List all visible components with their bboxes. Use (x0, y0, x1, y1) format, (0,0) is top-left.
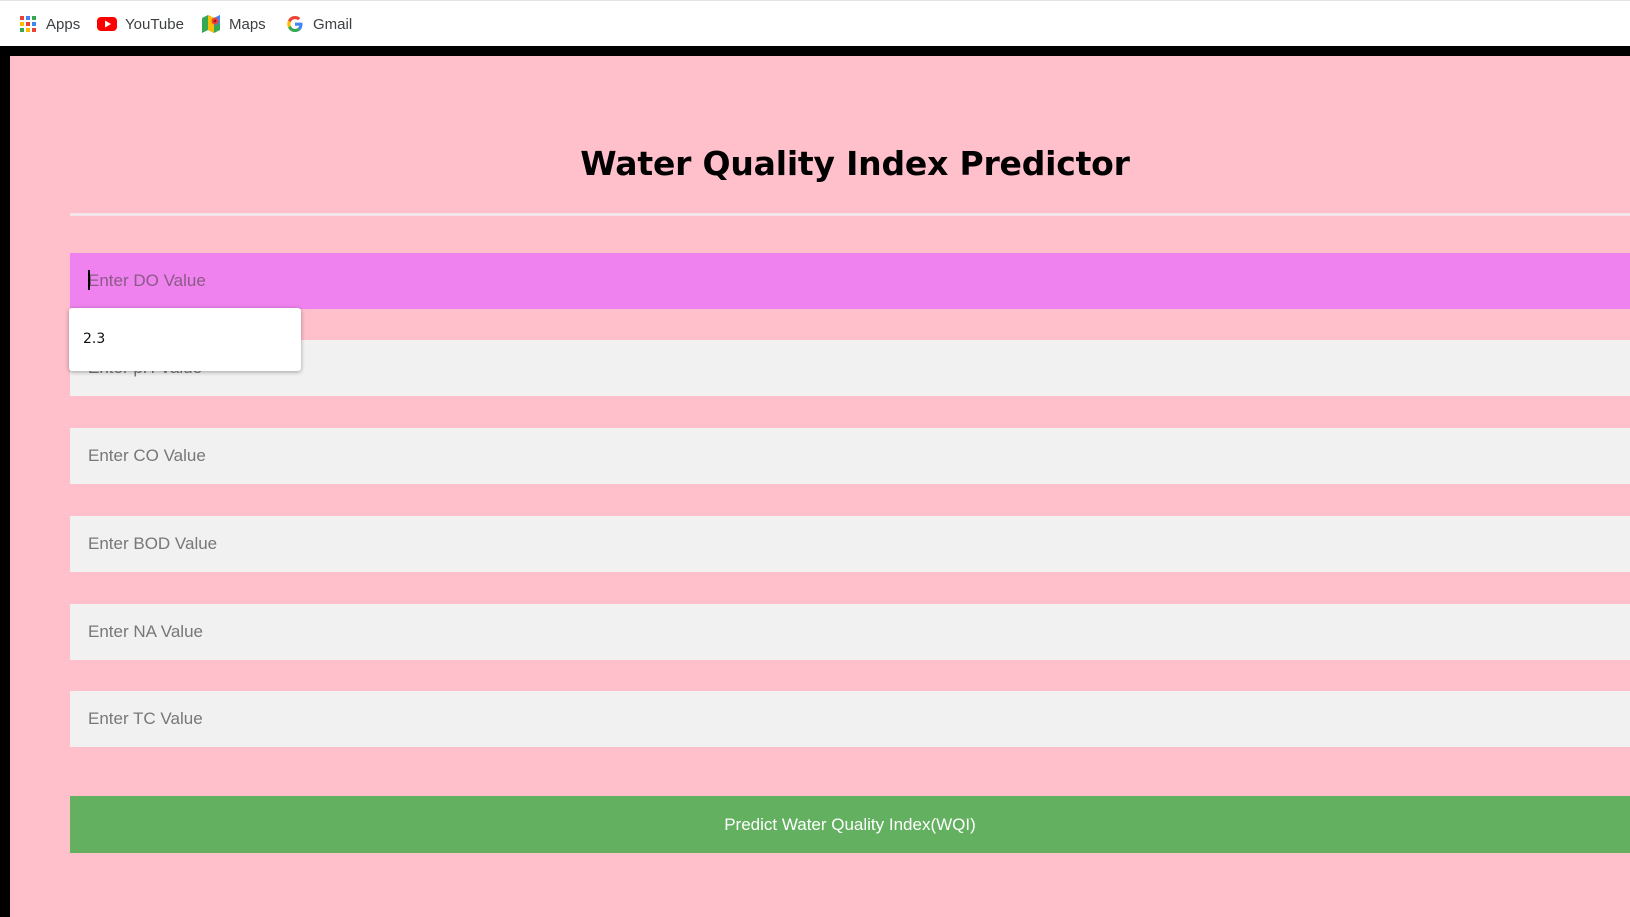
title-divider (70, 213, 1630, 216)
bookmarks-bar: Apps YouTube Maps (0, 0, 1630, 45)
page-title: Water Quality Index Predictor (580, 144, 1130, 183)
bookmark-label: Maps (229, 15, 266, 33)
bookmark-youtube[interactable]: YouTube (97, 13, 184, 35)
bookmark-gmail[interactable]: Gmail (285, 13, 352, 35)
na-value-input[interactable] (70, 604, 1630, 660)
bookmark-apps[interactable]: Apps (18, 13, 80, 35)
autocomplete-suggestion[interactable]: 2.3 (83, 331, 106, 347)
bod-value-input[interactable] (70, 516, 1630, 572)
tc-value-input[interactable] (70, 691, 1630, 747)
bookmark-maps[interactable]: Maps (201, 13, 266, 35)
text-caret (88, 270, 90, 290)
do-value-input[interactable] (70, 253, 1630, 309)
apps-grid-icon (18, 14, 38, 34)
bookmark-label: Apps (46, 15, 81, 33)
bookmark-label: Gmail (313, 15, 353, 33)
youtube-icon (97, 14, 117, 34)
co-value-input[interactable] (70, 428, 1630, 484)
google-icon (285, 14, 305, 34)
autocomplete-dropdown: 2.3 (69, 308, 301, 371)
bookmark-label: YouTube (125, 15, 184, 33)
ph-value-input[interactable] (70, 340, 1630, 396)
maps-icon (201, 14, 221, 34)
predict-wqi-button[interactable]: Predict Water Quality Index(WQI) (70, 796, 1630, 853)
page: Water Quality Index Predictor 2.3 Predic… (10, 56, 1630, 917)
